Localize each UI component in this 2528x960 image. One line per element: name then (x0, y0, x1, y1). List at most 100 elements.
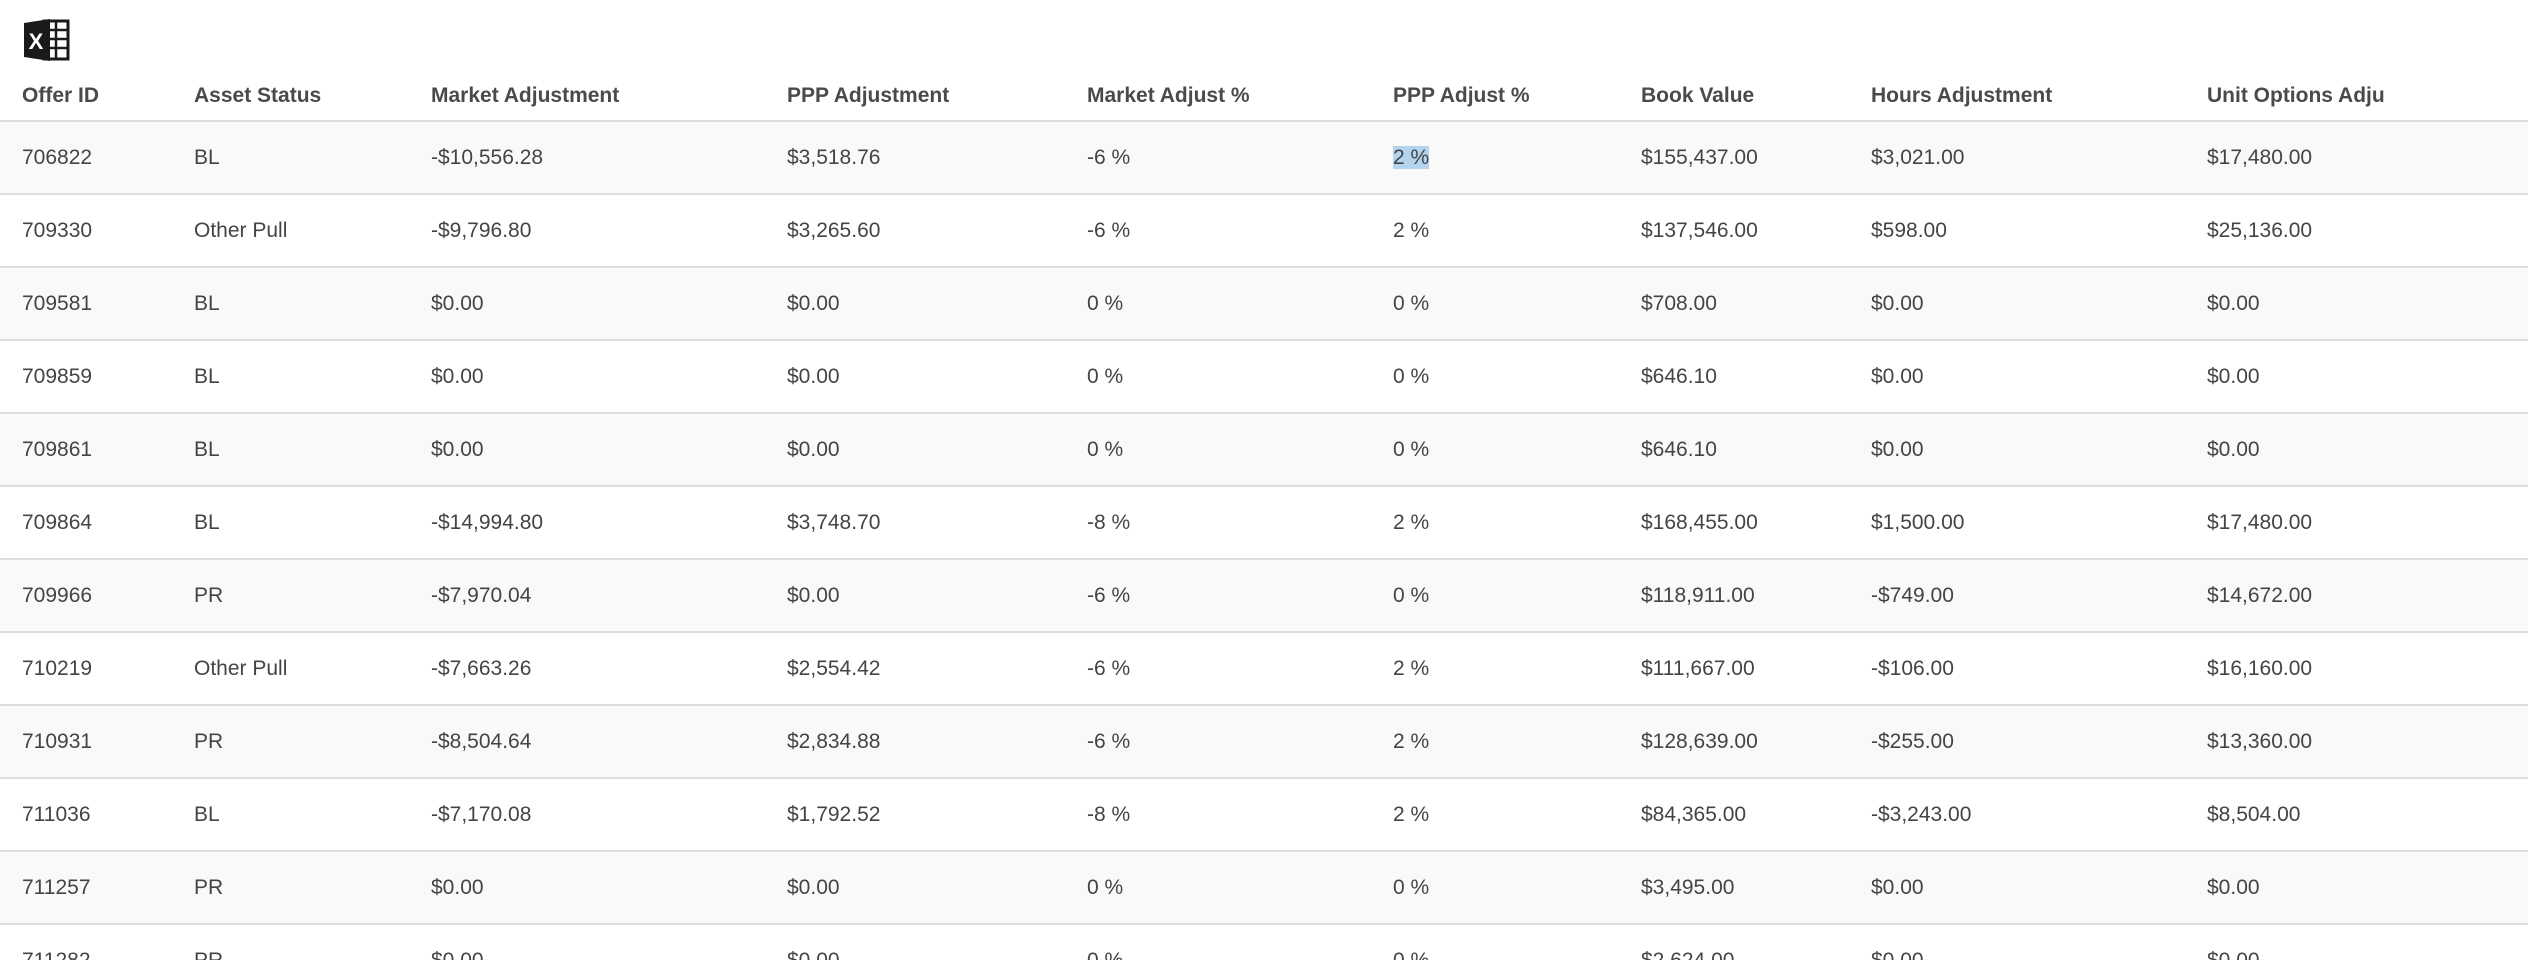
book-value-cell: $2,624.00 (1619, 924, 1849, 960)
market-adjust-pct-cell: -6 % (1065, 194, 1371, 268)
market-adjustment-cell: -$7,970.04 (409, 559, 765, 633)
ppp-adjustment-cell: $1,792.52 (765, 778, 1065, 852)
book-value-cell: $3,495.00 (1619, 851, 1849, 925)
offer-id-cell: 706822 (0, 121, 172, 195)
market-adjust-pct-cell: -6 % (1065, 632, 1371, 706)
ppp-adjustment-cell: $0.00 (765, 267, 1065, 341)
table-row[interactable]: 709864 BL -$14,994.80 $3,748.70 -8 % 2 % $168,… (0, 486, 2528, 560)
asset-status-cell: PR (172, 851, 409, 925)
column-header-ppp-adjust-pct[interactable]: PPP Adjust % (1371, 72, 1619, 122)
unit-options-adjustment-cell: $13,360.00 (2185, 705, 2528, 779)
column-header-market-adjust-pct[interactable]: Market Adjust % (1065, 72, 1371, 122)
asset-status-cell: Other Pull (172, 632, 409, 706)
table-row[interactable]: 706822 BL -$10,556.28 $3,518.76 -6 % 2 % $155,… (0, 121, 2528, 195)
asset-status-cell: PR (172, 924, 409, 960)
market-adjustment-cell: $0.00 (409, 267, 765, 341)
market-adjustment-cell: $0.00 (409, 413, 765, 487)
market-adjust-pct-cell: -8 % (1065, 486, 1371, 560)
table-row[interactable]: 711282 PR $0.00 $0.00 0 % 0 % $2,624.00 $0.00 $0… (0, 924, 2528, 960)
unit-options-adjustment-cell: $25,136.00 (2185, 194, 2528, 268)
unit-options-adjustment-cell: $0.00 (2185, 267, 2528, 341)
offer-id-cell: 709859 (0, 340, 172, 414)
ppp-adjustment-cell: $0.00 (765, 413, 1065, 487)
market-adjust-pct-cell: 0 % (1065, 413, 1371, 487)
unit-options-adjustment-cell: $17,480.00 (2185, 486, 2528, 560)
table-row[interactable]: 709330 Other Pull -$9,796.80 $3,265.60 -6 % 2… (0, 194, 2528, 268)
column-header-book-value[interactable]: Book Value (1619, 72, 1849, 122)
table-row[interactable]: 709966 PR -$7,970.04 $0.00 -6 % 0 % $118,911.0… (0, 559, 2528, 633)
offer-id-cell: 709864 (0, 486, 172, 560)
table-header-row: Offer ID Asset Status Market Adjustment PPP… (0, 72, 2528, 122)
ppp-adjustment-cell: $2,834.88 (765, 705, 1065, 779)
book-value-cell: $646.10 (1619, 340, 1849, 414)
asset-status-cell: PR (172, 559, 409, 633)
asset-status-cell: BL (172, 267, 409, 341)
ppp-adjust-pct-cell: 0 % (1371, 559, 1619, 633)
hours-adjustment-cell: $0.00 (1849, 267, 2185, 341)
book-value-cell: $118,911.00 (1619, 559, 1849, 633)
book-value-cell: $646.10 (1619, 413, 1849, 487)
ppp-adjust-pct-cell: 2 % (1371, 121, 1619, 195)
ppp-adjustment-cell: $0.00 (765, 924, 1065, 960)
ppp-adjust-pct-cell: 0 % (1371, 267, 1619, 341)
ppp-adjust-pct-cell: 2 % (1371, 705, 1619, 779)
asset-status-cell: BL (172, 778, 409, 852)
market-adjust-pct-cell: -6 % (1065, 121, 1371, 195)
ppp-adjust-pct-cell: 0 % (1371, 413, 1619, 487)
hours-adjustment-cell: -$255.00 (1849, 705, 2185, 779)
excel-icon[interactable]: X (22, 17, 72, 63)
offer-id-cell: 709966 (0, 559, 172, 633)
offer-id-cell: 709861 (0, 413, 172, 487)
offer-id-cell: 711282 (0, 924, 172, 960)
column-header-hours-adjustment[interactable]: Hours Adjustment (1849, 72, 2185, 122)
column-header-offer-id[interactable]: Offer ID (0, 72, 172, 122)
offer-id-cell: 711257 (0, 851, 172, 925)
column-header-unit-options-adjustment[interactable]: Unit Options Adju (2185, 72, 2528, 122)
column-header-asset-status[interactable]: Asset Status (172, 72, 409, 122)
asset-status-cell: BL (172, 121, 409, 195)
unit-options-adjustment-cell: $0.00 (2185, 340, 2528, 414)
offers-table: Offer ID Asset Status Market Adjustment PPP… (0, 72, 2528, 960)
book-value-cell: $128,639.00 (1619, 705, 1849, 779)
hours-adjustment-cell: $598.00 (1849, 194, 2185, 268)
table-row[interactable]: 710219 Other Pull -$7,663.26 $2,554.42 -6 % 2… (0, 632, 2528, 706)
table-row[interactable]: 710931 PR -$8,504.64 $2,834.88 -6 % 2 % $128,6… (0, 705, 2528, 779)
market-adjust-pct-cell: 0 % (1065, 924, 1371, 960)
asset-status-cell: Other Pull (172, 194, 409, 268)
table-row[interactable]: 711036 BL -$7,170.08 $1,792.52 -8 % 2 % $84,36… (0, 778, 2528, 852)
offer-id-cell: 710931 (0, 705, 172, 779)
unit-options-adjustment-cell: $14,672.00 (2185, 559, 2528, 633)
hours-adjustment-cell: $0.00 (1849, 851, 2185, 925)
book-value-cell: $155,437.00 (1619, 121, 1849, 195)
table-row[interactable]: 709861 BL $0.00 $0.00 0 % 0 % $646.10 $0.00 $0.0… (0, 413, 2528, 487)
market-adjustment-cell: $0.00 (409, 924, 765, 960)
market-adjust-pct-cell: 0 % (1065, 851, 1371, 925)
unit-options-adjustment-cell: $0.00 (2185, 851, 2528, 925)
table-row[interactable]: 709581 BL $0.00 $0.00 0 % 0 % $708.00 $0.00 $0.0… (0, 267, 2528, 341)
ppp-adjust-pct-cell: 2 % (1371, 778, 1619, 852)
unit-options-adjustment-cell: $0.00 (2185, 413, 2528, 487)
hours-adjustment-cell: $0.00 (1849, 924, 2185, 960)
market-adjustment-cell: -$14,994.80 (409, 486, 765, 560)
book-value-cell: $84,365.00 (1619, 778, 1849, 852)
market-adjust-pct-cell: -6 % (1065, 705, 1371, 779)
table-body: 706822 BL -$10,556.28 $3,518.76 -6 % 2 % $155,… (0, 121, 2528, 960)
table-row[interactable]: 709859 BL $0.00 $0.00 0 % 0 % $646.10 $0.00 $0.0… (0, 340, 2528, 414)
market-adjust-pct-cell: -8 % (1065, 778, 1371, 852)
unit-options-adjustment-cell: $0.00 (2185, 924, 2528, 960)
hours-adjustment-cell: -$3,243.00 (1849, 778, 2185, 852)
ppp-adjust-pct-cell: 2 % (1371, 486, 1619, 560)
ppp-adjust-pct-cell: 0 % (1371, 851, 1619, 925)
column-header-ppp-adjustment[interactable]: PPP Adjustment (765, 72, 1065, 122)
ppp-adjustment-cell: $3,748.70 (765, 486, 1065, 560)
table-row[interactable]: 711257 PR $0.00 $0.00 0 % 0 % $3,495.00 $0.00 $0… (0, 851, 2528, 925)
ppp-adjust-pct-cell: 2 % (1371, 194, 1619, 268)
ppp-adjust-pct-cell: 0 % (1371, 924, 1619, 960)
book-value-cell: $708.00 (1619, 267, 1849, 341)
ppp-adjust-pct-cell: 0 % (1371, 340, 1619, 414)
book-value-cell: $111,667.00 (1619, 632, 1849, 706)
ppp-adjustment-cell: $0.00 (765, 340, 1065, 414)
asset-status-cell: BL (172, 340, 409, 414)
book-value-cell: $137,546.00 (1619, 194, 1849, 268)
column-header-market-adjustment[interactable]: Market Adjustment (409, 72, 765, 122)
